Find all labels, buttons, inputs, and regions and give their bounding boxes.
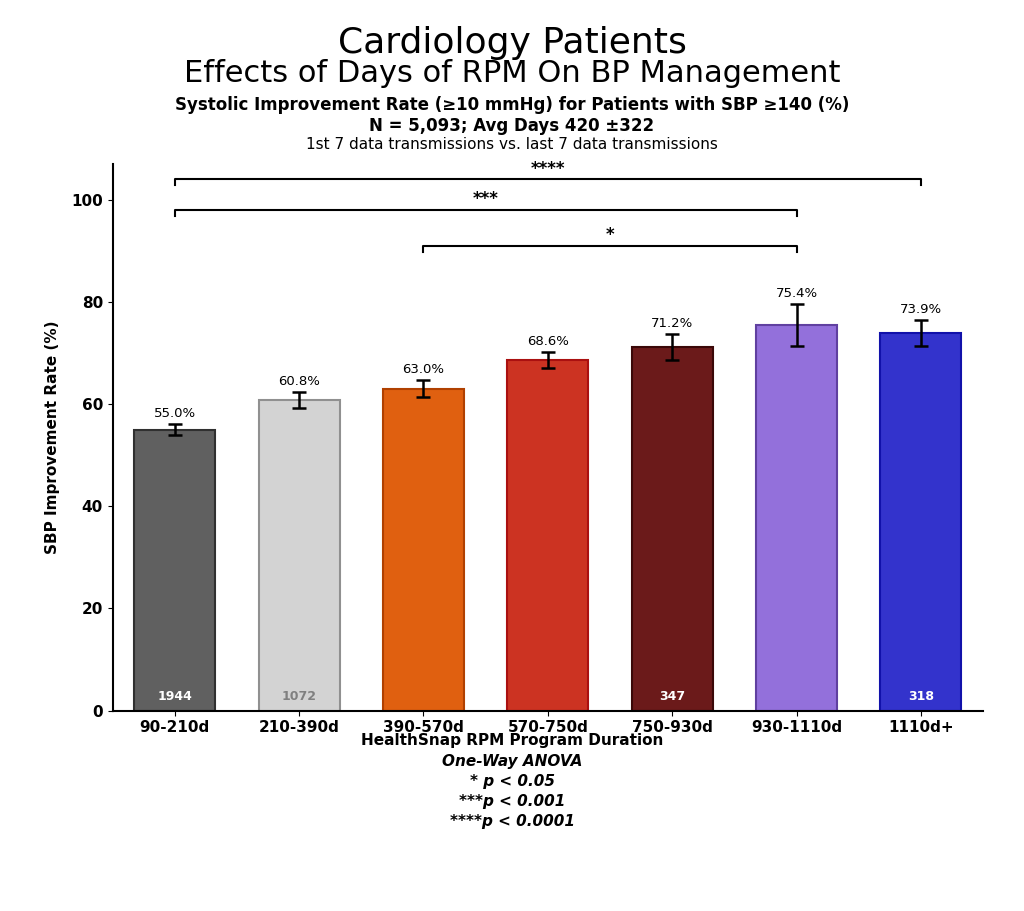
Bar xyxy=(259,400,340,711)
Bar xyxy=(756,325,837,711)
Text: 1944: 1944 xyxy=(158,690,193,703)
Text: 68.6%: 68.6% xyxy=(527,335,568,348)
Bar xyxy=(383,389,464,711)
Text: 114: 114 xyxy=(783,690,810,703)
Text: 1072: 1072 xyxy=(282,690,316,703)
Text: Systolic Improvement Rate (≥10 mmHg) for Patients with SBP ≥140 (%): Systolic Improvement Rate (≥10 mmHg) for… xyxy=(175,96,849,114)
Bar xyxy=(134,430,215,711)
Text: *: * xyxy=(606,226,614,244)
Text: 792: 792 xyxy=(535,690,561,703)
Bar xyxy=(508,360,588,711)
Text: 63.0%: 63.0% xyxy=(402,363,444,376)
Y-axis label: SBP Improvement Rate (%): SBP Improvement Rate (%) xyxy=(45,321,60,554)
Text: ***: *** xyxy=(473,190,499,209)
Text: * p < 0.05: * p < 0.05 xyxy=(469,774,555,789)
Text: 55.0%: 55.0% xyxy=(154,407,196,420)
Text: 729: 729 xyxy=(411,690,436,703)
Text: N = 5,093; Avg Days 420 ±322: N = 5,093; Avg Days 420 ±322 xyxy=(370,117,654,135)
Bar xyxy=(632,347,713,711)
Text: ****: **** xyxy=(530,159,565,178)
Text: Effects of Days of RPM On BP Management: Effects of Days of RPM On BP Management xyxy=(183,59,841,88)
Text: ***p < 0.001: ***p < 0.001 xyxy=(459,794,565,809)
Text: 73.9%: 73.9% xyxy=(900,302,942,316)
Text: Cardiology Patients: Cardiology Patients xyxy=(338,26,686,59)
Text: ****p < 0.0001: ****p < 0.0001 xyxy=(450,814,574,829)
Text: 347: 347 xyxy=(659,690,685,703)
Bar xyxy=(881,333,962,711)
Text: HealthSnap RPM Program Duration: HealthSnap RPM Program Duration xyxy=(360,733,664,748)
Text: 1st 7 data transmissions vs. last 7 data transmissions: 1st 7 data transmissions vs. last 7 data… xyxy=(306,137,718,151)
Text: 60.8%: 60.8% xyxy=(279,375,321,388)
Text: 318: 318 xyxy=(908,690,934,703)
Text: 75.4%: 75.4% xyxy=(775,287,817,301)
Text: 71.2%: 71.2% xyxy=(651,317,693,330)
Text: One-Way ANOVA: One-Way ANOVA xyxy=(441,754,583,769)
